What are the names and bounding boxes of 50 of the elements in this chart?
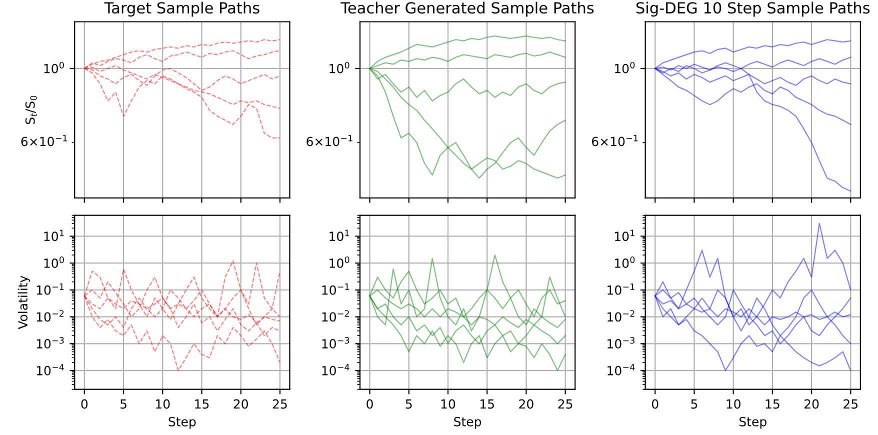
x-tick-label: 15: [480, 399, 494, 409]
y-tick-label: 10$^{−1}$: [608, 283, 634, 295]
y-tick-label: 10$^{−3}$: [322, 337, 350, 349]
x-tick-label: 20: [804, 399, 819, 409]
y-axis-title: Volatility: [18, 276, 30, 330]
y-tick-label: 6×10$^{−1}$: [306, 134, 352, 146]
y-tick-label: 10$^{0}$: [44, 62, 64, 74]
y-tick-label: 10$^{−3}$: [608, 337, 634, 349]
x-tick-label: 15: [195, 399, 209, 409]
y-tick-label: 10$^{−2}$: [322, 310, 349, 322]
chart-title: Sig-DEG 10 Step Sample Paths: [636, 2, 870, 17]
x-tick-label: 5: [120, 399, 126, 409]
y-tick-label: 10$^{1}$: [330, 230, 350, 242]
chart-title: Target Sample Paths: [104, 2, 260, 17]
x-tick-label: 20: [234, 399, 248, 409]
y-tick-label: 10$^{0}$: [614, 256, 635, 268]
x-tick-label: 15: [766, 399, 780, 409]
y-tick-label: 10$^{0}$: [614, 62, 635, 74]
x-tick-label: 10: [156, 399, 170, 409]
y-tick-label: 10$^{0}$: [330, 256, 350, 268]
x-tick-label: 10: [726, 399, 740, 409]
y-tick-label: 6×10$^{−1}$: [21, 134, 67, 146]
y-tick-label: 6×10$^{−1}$: [592, 134, 638, 146]
y-tick-label: 10$^{0}$: [330, 62, 350, 74]
x-tick-label: 25: [558, 399, 572, 409]
x-tick-label: 25: [272, 399, 287, 409]
x-axis-title: Step: [739, 416, 766, 429]
y-tick-label: 10$^{−4}$: [608, 364, 635, 376]
x-tick-label: 0: [366, 399, 373, 409]
x-tick-label: 0: [81, 399, 88, 409]
x-tick-label: 5: [691, 399, 698, 409]
y-tick-label: 10$^{1}$: [614, 230, 634, 242]
y-tick-label: 10$^{0}$: [44, 256, 64, 268]
y-tick-label: 10$^{1}$: [44, 230, 64, 242]
y-tick-label: 10$^{−2}$: [608, 310, 634, 322]
y-tick-label: 10$^{−4}$: [322, 364, 350, 376]
x-axis-title: Step: [454, 416, 482, 429]
chart-title: Teacher Generated Sample Paths: [340, 2, 594, 17]
x-tick-label: 20: [519, 399, 534, 409]
y-axis-title: S$_{t}$/S$_{0}$: [25, 96, 37, 124]
x-tick-label: 25: [844, 399, 858, 409]
x-axis-title: Step: [168, 416, 196, 429]
x-tick-label: 10: [441, 399, 456, 409]
y-tick-label: 10$^{−3}$: [36, 337, 64, 349]
y-tick-label: 10$^{−1}$: [322, 283, 349, 295]
y-tick-label: 10$^{−2}$: [36, 310, 64, 322]
y-tick-label: 10$^{−4}$: [36, 364, 64, 376]
y-tick-label: 10$^{−1}$: [36, 283, 64, 295]
x-tick-label: 5: [406, 399, 412, 409]
x-tick-label: 0: [652, 399, 658, 409]
